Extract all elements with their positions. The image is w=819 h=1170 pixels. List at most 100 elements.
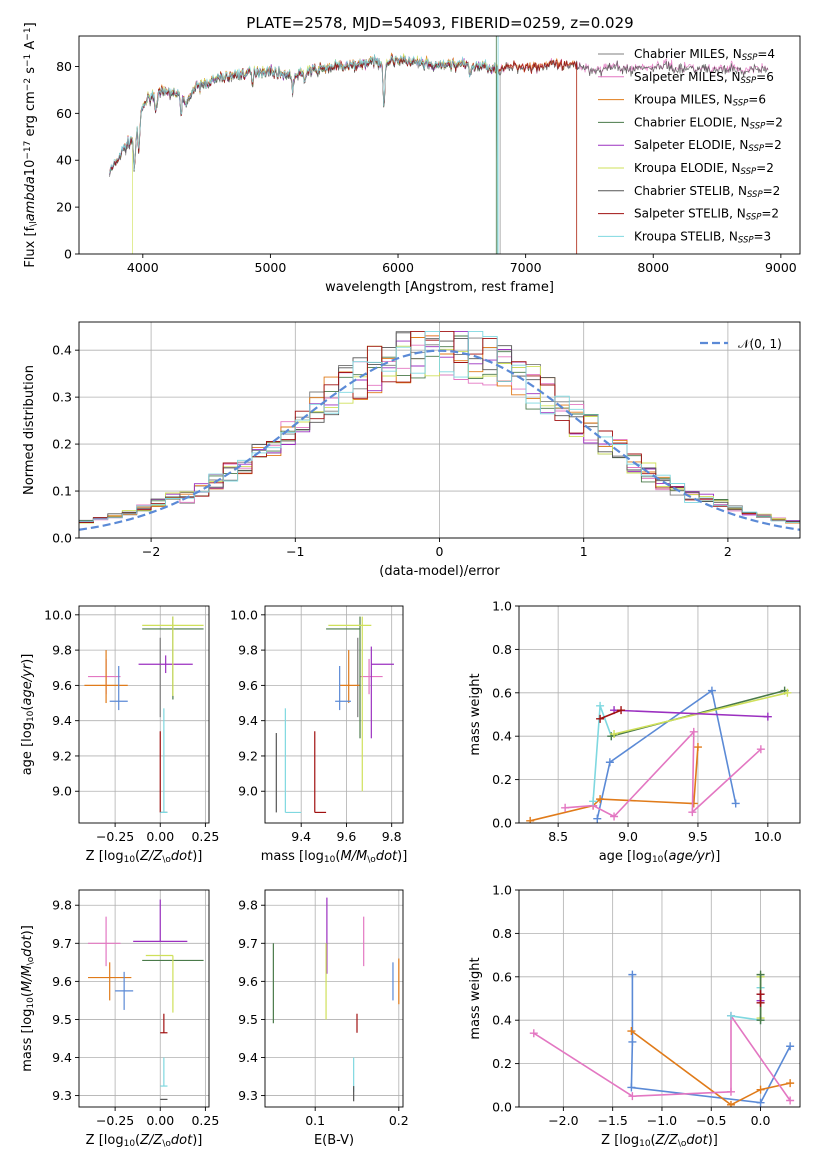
y-tick-label: 9.4 <box>52 713 72 728</box>
age_vs_mass-panel: 9.4 9.6 9.8 9.0 9.2 9.4 9.6 9.8 10.0 mass [log10(… <box>230 605 407 865</box>
x-tick-label: 5000 <box>255 260 287 275</box>
mass-weight-marker <box>693 743 702 752</box>
axes-frame <box>78 605 210 824</box>
y-tick-label: 1.0 <box>492 883 512 898</box>
axes-frame <box>78 35 801 255</box>
spectrum-line-salpeter-stelib <box>109 53 578 254</box>
mass-weight-line <box>530 746 699 822</box>
x-tick-label: 9.0 <box>618 829 638 844</box>
y-tick-label: 0.0 <box>492 1100 512 1115</box>
y-tick-label: 9.4 <box>238 1050 258 1065</box>
y-tick-label: 0.4 <box>492 729 512 744</box>
x-tick-label: 0.0 <box>751 1113 771 1128</box>
mass_vs_Z-marks <box>88 899 204 1100</box>
mass_vs_Z-panel: −0.25 0.00 0.25 9.3 9.4 9.5 9.6 9.7 9.8 Z [log10(… <box>20 889 219 1149</box>
mass-weight-marker <box>786 1042 795 1051</box>
x-tick-label: −0.25 <box>96 829 134 844</box>
y-tick-label: 0.0 <box>52 531 72 546</box>
legend-label: Kroupa ELODIE, NSSP=2 <box>634 161 774 177</box>
y-tick-label: 9.4 <box>238 713 258 728</box>
y-tick-label: 1.0 <box>492 599 512 614</box>
y-axis-label: Normed distribution <box>22 365 37 495</box>
mass-weight-line <box>599 709 622 720</box>
x-tick-label: 9.8 <box>382 829 402 844</box>
errorbar-point <box>84 650 128 704</box>
axes-frame <box>78 321 801 539</box>
mass-weight-marker <box>593 814 602 823</box>
y-tick-label: 0.1 <box>52 484 72 499</box>
x-axis-label: Z [log10(Z/Z\odot)] <box>86 1133 203 1149</box>
spectrum-marks <box>109 36 769 254</box>
y-tick-label: 9.2 <box>52 748 72 763</box>
errorbar-point <box>88 916 121 967</box>
mass-weight-marker <box>561 803 570 812</box>
errorbar-point <box>115 971 134 1010</box>
x-axis-label: Z [log10(Z/Z\odot)] <box>86 849 203 865</box>
y-tick-label: 9.6 <box>238 974 258 989</box>
mass-weight-marker <box>786 1079 795 1088</box>
mass-weight-line <box>565 729 762 818</box>
legend-label: 𝒩(0, 1) <box>738 337 782 351</box>
errorbar-point <box>339 650 361 704</box>
mass-weight-marker <box>628 1092 637 1101</box>
mass-weight-marker <box>689 727 698 736</box>
errorbar-point <box>145 954 174 1013</box>
x-tick-label: −0.25 <box>96 1113 134 1128</box>
y-tick-label: 9.6 <box>238 678 258 693</box>
x-axis-label: wavelength [Angstrom, rest frame] <box>325 280 554 295</box>
y-tick-label: 9.8 <box>238 898 258 913</box>
age_vs_Z-marks <box>84 616 204 814</box>
y-tick-label: 9.8 <box>52 898 72 913</box>
axes-frame <box>78 889 210 1108</box>
mass-weight-marker <box>605 758 614 767</box>
y-tick-label: 0.2 <box>492 772 512 787</box>
x-tick-label: 10.0 <box>754 829 782 844</box>
mass-weight-line <box>592 705 613 802</box>
mass-weight-marker <box>726 1011 735 1020</box>
mass-weight-marker <box>589 797 598 806</box>
y-tick-label: 9.2 <box>238 748 258 763</box>
y-tick-label: 0 <box>64 247 72 262</box>
mass-weight-marker <box>688 808 697 817</box>
mass-weight-marker <box>783 688 792 697</box>
spectrum-line-chabrier-miles <box>109 54 501 254</box>
errorbar-point <box>160 1057 168 1087</box>
spectrum-line-kroupa-miles <box>109 52 578 254</box>
y-tick-label: 0.0 <box>492 816 512 831</box>
mass_vs_ebv-gridlines <box>265 890 403 1107</box>
age_vs_Z-panel: −0.25 0.00 0.25 9.0 9.2 9.4 9.6 9.8 10.0 Z [log10… <box>20 605 219 865</box>
spectrum-line-kroupa-elodie <box>132 53 498 254</box>
mass-weight-marker <box>756 1098 765 1107</box>
errorbar-point <box>160 708 168 814</box>
y-tick-label: 9.7 <box>238 936 258 951</box>
y-tick-label: 0.6 <box>492 685 512 700</box>
y-tick-label: 9.3 <box>238 1088 258 1103</box>
x-axis-label: age [log10(age/yr)] <box>599 849 721 865</box>
mass-weight-marker <box>756 990 765 999</box>
mass-weight-marker <box>689 799 698 808</box>
mass-weight-marker <box>756 970 765 979</box>
age_vs_Z-gridlines <box>79 606 209 823</box>
mass-weight-marker <box>596 701 605 710</box>
mass-weight-marker <box>786 1096 795 1105</box>
spectrum-legend: Chabrier MILES, NSSP=4 Salpeter MILES, NS… <box>598 47 783 246</box>
legend-label: Salpeter ELODIE, NSSP=2 <box>634 138 782 154</box>
legend-label: Chabrier STELIB, NSSP=2 <box>634 184 780 200</box>
legend-label: Chabrier MILES, NSSP=4 <box>634 47 775 63</box>
plot-layer: 4000 5000 6000 7000 8000 9000020406080wavelen… <box>20 22 801 1149</box>
errorbar-point <box>109 665 128 711</box>
mass-weight-marker <box>756 745 765 754</box>
legend-label: Salpeter MILES, NSSP=6 <box>634 70 774 86</box>
axes-frame <box>518 605 801 824</box>
mass-weight-line <box>730 987 762 1022</box>
y-tick-label: 9.4 <box>52 1050 72 1065</box>
errorbar-point <box>284 708 302 814</box>
age_vs_mass-gridlines <box>265 606 403 823</box>
errorbar-point <box>160 1013 168 1034</box>
x-tick-label: 9.4 <box>291 829 311 844</box>
errorbar-point <box>88 658 121 695</box>
axes-frame <box>264 605 404 824</box>
x-tick-label: 6000 <box>382 260 414 275</box>
x-tick-label: 0.25 <box>191 1113 219 1128</box>
mass_vs_ebv-marks <box>272 897 400 1102</box>
